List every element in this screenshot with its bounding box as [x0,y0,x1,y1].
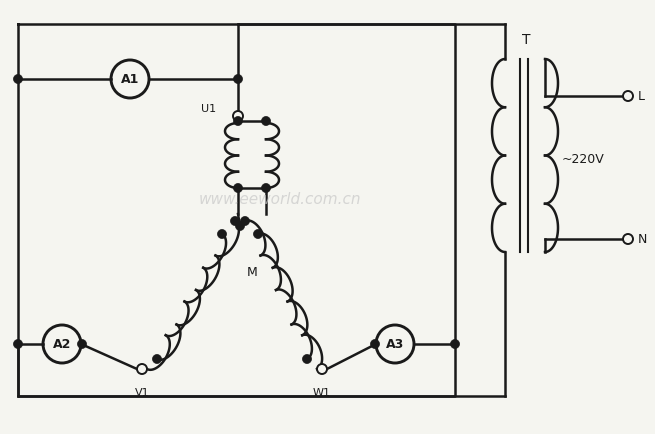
Circle shape [371,340,379,349]
Circle shape [14,340,22,349]
Circle shape [137,364,147,374]
Text: M: M [247,266,257,279]
Circle shape [14,76,22,84]
Text: N: N [638,233,647,246]
Circle shape [623,92,633,102]
Circle shape [623,234,633,244]
Text: ~220V: ~220V [562,153,605,166]
Circle shape [233,184,242,193]
Circle shape [451,340,460,349]
Text: A1: A1 [121,73,140,86]
Text: A3: A3 [386,338,404,351]
Text: W1: W1 [313,387,331,397]
Circle shape [261,184,271,193]
Circle shape [240,217,250,226]
Circle shape [236,222,244,231]
Text: T: T [522,33,531,47]
Circle shape [233,112,243,122]
Circle shape [233,117,242,126]
Text: A2: A2 [53,338,71,351]
Circle shape [217,230,227,239]
Circle shape [231,217,240,226]
Circle shape [317,364,327,374]
Text: L: L [638,90,645,103]
Text: U1: U1 [201,104,216,114]
Circle shape [261,117,271,126]
Text: www.eeworld.com.cn: www.eeworld.com.cn [198,192,362,207]
Circle shape [233,76,242,84]
Circle shape [153,355,162,364]
Circle shape [253,230,263,239]
Circle shape [77,340,86,349]
Text: V1: V1 [135,387,149,397]
Circle shape [303,355,312,364]
